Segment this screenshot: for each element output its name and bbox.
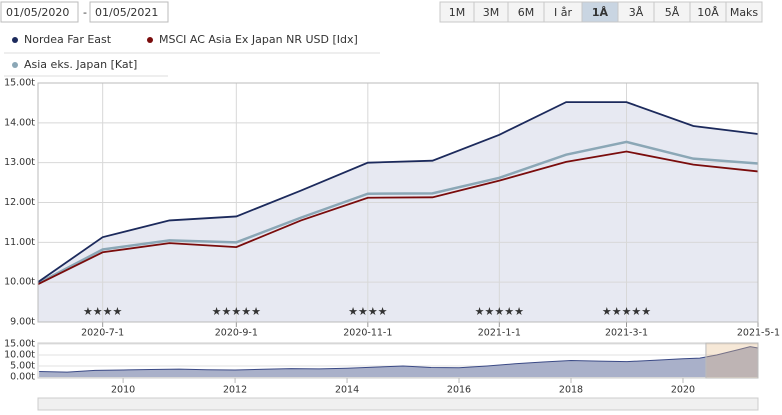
date-separator: - — [83, 6, 87, 19]
x-tick-label: 2018 — [559, 385, 583, 396]
x-tick-label: 2012 — [223, 385, 247, 396]
range-button-label: Maks — [730, 6, 759, 19]
range-button-label: 6M — [518, 6, 535, 19]
range-button-label: 10Å — [697, 6, 719, 19]
y-tick-label: 0.00t — [10, 372, 35, 383]
from-input[interactable] — [0, 1, 79, 23]
legend-marker — [147, 37, 153, 43]
x-tick-label: 2020 — [671, 385, 695, 396]
range-button-label: 5Å — [665, 6, 680, 19]
rating-stars: ★★★★★ — [212, 305, 261, 318]
y-tick-label: 9.00t — [10, 317, 35, 328]
rating-stars: ★★★★★ — [602, 305, 651, 318]
x-tick-label: 2020-11-1 — [343, 328, 392, 339]
x-tick-label: 2021-1-1 — [478, 328, 521, 339]
y-tick-label: 15.00t — [4, 78, 35, 89]
range-button-label: 3M — [483, 6, 500, 19]
from-date: 01/05/2020 — [6, 6, 69, 19]
series-line — [37, 140, 759, 285]
series-line — [37, 101, 759, 283]
navigator-area — [39, 346, 758, 377]
range-button[interactable] — [725, 1, 763, 23]
navigator-line — [39, 346, 759, 373]
range-button-label: 3Å — [629, 6, 644, 19]
x-tick-label: 2010 — [111, 385, 135, 396]
x-tick-label: 2014 — [335, 385, 359, 396]
area — [38, 102, 758, 323]
x-tick-label: 2020-7-1 — [81, 328, 124, 339]
y-tick-label: 11.00t — [4, 237, 35, 248]
legend-marker — [12, 62, 18, 68]
y-tick-label: 12.00t — [4, 197, 35, 208]
y-tick-label: 14.00t — [4, 117, 35, 128]
y-tick-label: 5.00t — [10, 361, 35, 372]
rating-stars: ★★★★ — [348, 305, 388, 318]
legend-label: Nordea Far East — [24, 33, 112, 46]
y-tick-label: 15.00t — [4, 339, 35, 350]
range-button-label: 1M — [449, 6, 466, 19]
series-line — [37, 150, 759, 285]
y-tick-label: 10.00t — [4, 350, 35, 361]
legend-marker — [12, 37, 18, 43]
x-tick-label: 2021-3-1 — [605, 328, 648, 339]
x-tick-label: 2020-9-1 — [215, 328, 258, 339]
navigator-selection[interactable] — [705, 342, 759, 379]
x-tick-label: 2016 — [447, 385, 471, 396]
y-tick-label: 13.00t — [4, 157, 35, 168]
y-tick-label: 10.00t — [4, 277, 35, 288]
legend-label: MSCI AC Asia Ex Japan NR USD [Idx] — [159, 33, 358, 46]
range-button-label: 1Å — [592, 6, 609, 19]
legend-label: Asia eks. Japan [Kat] — [24, 58, 137, 71]
rating-stars: ★★★★★ — [475, 305, 524, 318]
to-date: 01/05/2021 — [95, 6, 158, 19]
scrollbar[interactable] — [37, 397, 759, 411]
x-tick-label: 2021-5-1 — [737, 328, 780, 339]
plot-border — [37, 82, 759, 323]
rating-stars: ★★★★ — [83, 305, 123, 318]
to-input[interactable] — [89, 1, 169, 23]
range-button-label: I år — [554, 6, 572, 19]
